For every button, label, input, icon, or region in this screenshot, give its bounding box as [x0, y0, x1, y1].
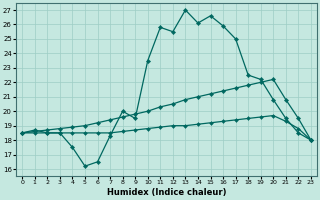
X-axis label: Humidex (Indice chaleur): Humidex (Indice chaleur) — [107, 188, 226, 197]
